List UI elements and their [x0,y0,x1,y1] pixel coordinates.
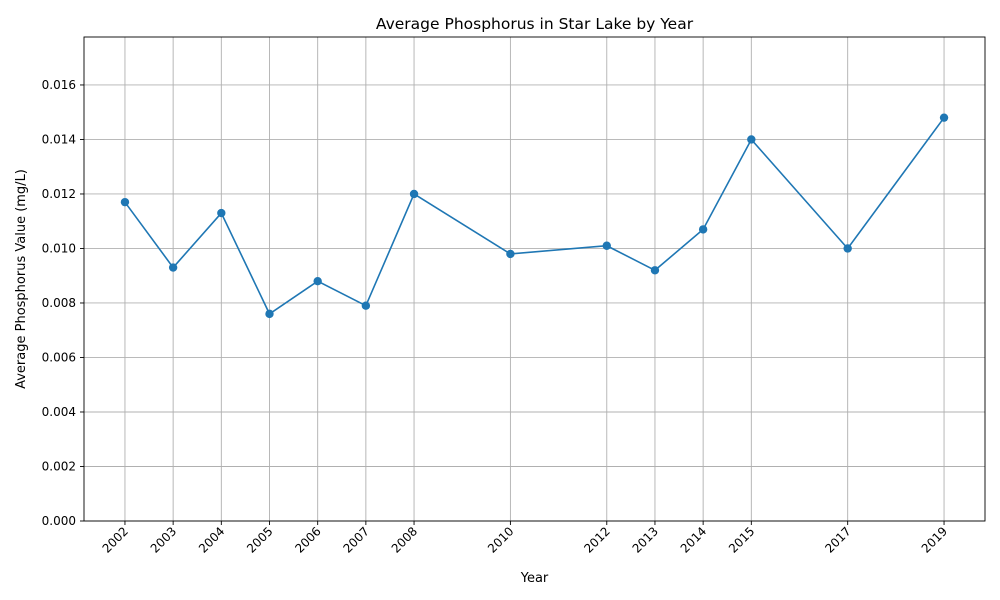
x-axis-label: Year [520,571,549,586]
data-point [698,225,708,234]
x-tick-label: 2010 [485,524,516,555]
chart-title: Average Phosphorus in Star Lake by Year [376,15,694,33]
data-point [602,241,611,250]
x-tick-label: 2013 [630,524,661,555]
series-line [124,117,945,316]
plot-frame [83,36,986,522]
y-tick-label: 0.010 [42,241,76,255]
x-tick-label: 2006 [292,524,323,555]
data-point [409,189,419,199]
y-tick-label: 0.002 [42,459,76,473]
grid-lines [84,37,985,522]
x-tick-label: 2015 [726,524,757,555]
y-tick-label: 0.000 [42,514,76,528]
data-point [843,244,852,253]
x-tick-label: 2002 [100,524,131,555]
series-layer [120,113,949,319]
x-tick-label: 2008 [389,524,420,555]
data-point [506,249,515,259]
x-tick-label: 2017 [822,524,853,555]
data-point [217,208,226,218]
data-point [747,135,756,144]
x-axis: 2002 2003 2004 2005 2006 2007 2008 2010 2012 2013… [100,521,950,556]
x-tick-label: 2014 [678,524,709,555]
x-tick-label: 2012 [581,524,612,555]
y-tick-label: 0.014 [42,132,76,146]
data-point [120,197,130,207]
x-tick-label: 2019 [919,524,950,555]
y-tick-label: 0.008 [42,296,76,310]
y-axis-label: Average Phosphorus Value (mg/L) [14,169,29,389]
y-tick-label: 0.012 [42,187,76,201]
y-tick-label: 0.004 [42,405,76,419]
y-tick-label: 0.006 [42,350,76,364]
x-tick-label: 2007 [340,524,371,555]
data-point [168,263,178,272]
x-tick-label: 2003 [148,524,179,555]
y-tick-label: 0.016 [42,78,76,92]
y-axis: 0.000 0.002 0.004 0.006 0.008 0.010 0.012 0.014… [42,78,84,528]
data-point [265,309,274,319]
x-tick-label: 2005 [244,524,275,555]
data-point [939,113,949,122]
data-point [313,276,322,286]
data-point [361,301,371,310]
data-point [650,266,660,275]
x-tick-label: 2004 [196,524,227,555]
